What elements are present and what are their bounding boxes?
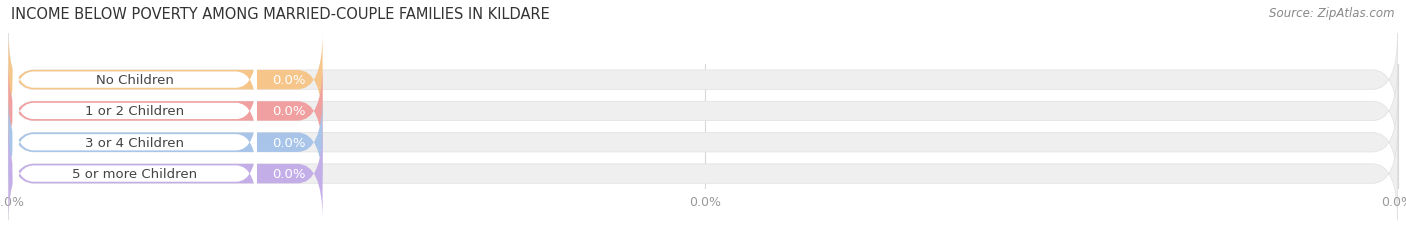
Text: Source: ZipAtlas.com: Source: ZipAtlas.com <box>1270 7 1395 20</box>
FancyBboxPatch shape <box>8 96 1398 189</box>
Text: 1 or 2 Children: 1 or 2 Children <box>86 105 184 118</box>
FancyBboxPatch shape <box>13 135 257 213</box>
Text: 5 or more Children: 5 or more Children <box>72 167 197 180</box>
FancyBboxPatch shape <box>8 65 1398 158</box>
Text: 0.0%: 0.0% <box>273 105 305 118</box>
FancyBboxPatch shape <box>8 127 322 220</box>
FancyBboxPatch shape <box>13 73 257 150</box>
Text: 3 or 4 Children: 3 or 4 Children <box>86 136 184 149</box>
FancyBboxPatch shape <box>13 42 257 119</box>
Text: 0.0%: 0.0% <box>273 136 305 149</box>
FancyBboxPatch shape <box>8 65 322 158</box>
Text: 0.0%: 0.0% <box>273 74 305 87</box>
FancyBboxPatch shape <box>8 127 1398 220</box>
Text: 0.0%: 0.0% <box>273 167 305 180</box>
FancyBboxPatch shape <box>8 96 322 189</box>
Text: No Children: No Children <box>96 74 174 87</box>
FancyBboxPatch shape <box>8 34 1398 127</box>
FancyBboxPatch shape <box>8 34 322 127</box>
FancyBboxPatch shape <box>13 104 257 181</box>
Text: INCOME BELOW POVERTY AMONG MARRIED-COUPLE FAMILIES IN KILDARE: INCOME BELOW POVERTY AMONG MARRIED-COUPL… <box>11 7 550 22</box>
